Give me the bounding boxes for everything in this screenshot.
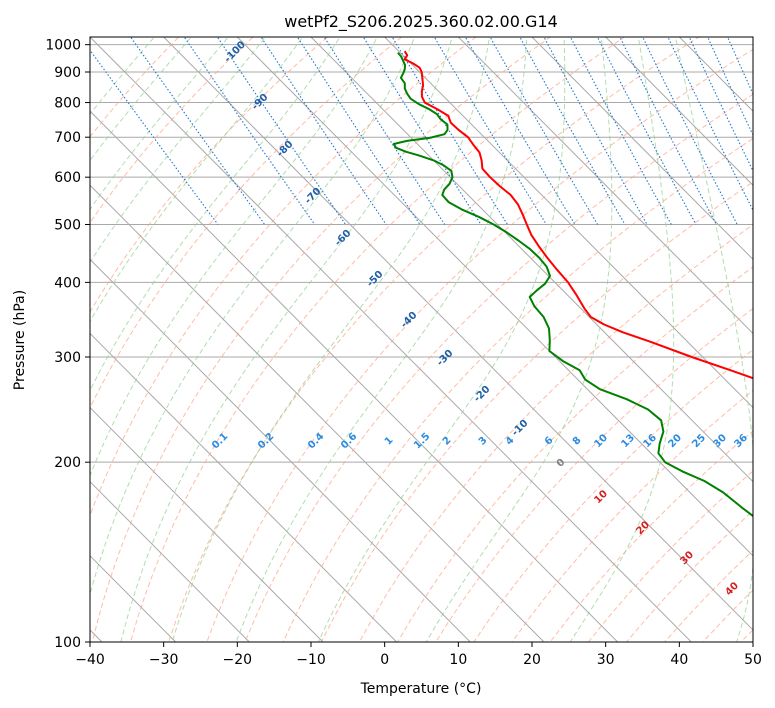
mixing-ratio-line	[433, 37, 547, 225]
moist-adiabat	[120, 37, 453, 642]
moist-adiabat	[235, 37, 528, 642]
mixing-ratio-line	[667, 37, 753, 212]
isotherm-line	[90, 37, 693, 642]
mixing-ratio-line	[619, 37, 717, 225]
moist-adiabat	[674, 37, 753, 642]
isotherm-line	[90, 481, 251, 642]
y-tick-label: 700	[54, 130, 81, 146]
mixing-ratio-line	[216, 37, 346, 225]
isotherm-line	[310, 37, 753, 483]
dry-adiabat	[90, 37, 329, 313]
dry-adiabat	[282, 137, 753, 642]
chart-title: wetPf2_S206.2025.360.02.00.G14	[284, 12, 558, 32]
y-tick-label: 1000	[45, 38, 81, 54]
mixing-ratio-line	[464, 37, 576, 225]
mixing-ratio-line	[569, 37, 672, 225]
y-tick-label: 500	[54, 217, 81, 233]
moist-adiabat	[171, 37, 490, 642]
mixing-ratio-line	[726, 37, 753, 96]
moist-adiabat	[90, 37, 229, 211]
mixing-ratio-line	[183, 37, 316, 225]
isotherm-line	[90, 258, 472, 642]
isotherm-line	[90, 406, 324, 642]
mixing-ratio-line	[90, 49, 219, 225]
moist-adiabat	[90, 37, 341, 392]
isotherm-line	[457, 37, 753, 335]
mixing-ratio-line	[391, 37, 508, 225]
isotherm-line	[90, 110, 619, 642]
dry-adiabat	[90, 37, 180, 138]
y-axis: 100 200 300 400 500 600 700 800 900 1000	[45, 38, 90, 651]
dry-adiabat	[91, 37, 552, 642]
dry-adiabat	[90, 37, 477, 517]
isotherm-line	[604, 37, 753, 186]
moist-adiabat	[425, 37, 613, 642]
x-tick-label: 0	[380, 652, 389, 668]
moist-adiabat	[90, 37, 378, 477]
x-tick-label: −40	[75, 652, 105, 668]
y-tick-label: 900	[54, 65, 81, 81]
moist-adiabat	[90, 37, 267, 264]
isotherm-line	[162, 37, 753, 631]
mixing-ratio-line	[323, 37, 446, 225]
temperature-line	[403, 50, 753, 380]
dry-adiabat	[511, 389, 753, 642]
x-tick-label: −20	[223, 652, 253, 668]
dry-adiabat	[90, 37, 254, 224]
isotherm-line	[90, 332, 398, 642]
isotherm-line	[383, 37, 753, 409]
y-tick-label: 300	[54, 350, 81, 366]
x-axis: −40 −30 −20 −10 0 10 20 30 40 50	[75, 642, 762, 668]
x-tick-label: −30	[149, 652, 179, 668]
isotherm-line	[90, 184, 545, 642]
mixing-ratio-line	[596, 37, 697, 225]
series-layer	[392, 50, 753, 518]
x-tick-label: 20	[523, 652, 541, 668]
plot-frame	[89, 36, 754, 643]
mixing-ratio-line	[129, 37, 266, 225]
y-axis-label: Pressure (hPa)	[12, 290, 28, 390]
isotherm-line	[531, 37, 753, 261]
dry-adiabat	[358, 224, 753, 642]
dewpoint-line	[392, 51, 753, 518]
y-tick-label: 800	[54, 96, 81, 112]
x-tick-label: −10	[296, 652, 326, 668]
y-tick-label: 400	[54, 275, 81, 291]
isotherm-line	[236, 37, 753, 557]
dry-adiabat	[206, 48, 753, 642]
mixing-ratio-line	[543, 37, 648, 225]
y-tick-label: 600	[54, 170, 81, 186]
background-lines	[90, 37, 753, 642]
mixing-ratio-line	[296, 37, 421, 225]
dry-adiabat	[168, 37, 700, 642]
moist-adiabat	[317, 37, 566, 642]
mixing-ratio-line	[260, 37, 387, 225]
mixing-ratio-line	[641, 37, 738, 225]
dry-adiabat	[90, 37, 403, 409]
mixing-ratio-line	[362, 37, 482, 225]
x-tick-label: 50	[744, 652, 762, 668]
x-axis-label: Temperature (°C)	[360, 681, 482, 697]
dry-adiabat	[320, 181, 753, 642]
x-tick-label: 10	[449, 652, 467, 668]
moist-adiabat	[569, 37, 675, 642]
x-tick-label: 40	[670, 652, 688, 668]
x-tick-label: 30	[597, 652, 615, 668]
dry-adiabat	[435, 307, 753, 642]
y-tick-label: 200	[54, 455, 81, 471]
y-tick-label: 100	[54, 635, 81, 651]
moist-adiabat	[90, 37, 304, 323]
dry-adiabat	[130, 37, 626, 642]
